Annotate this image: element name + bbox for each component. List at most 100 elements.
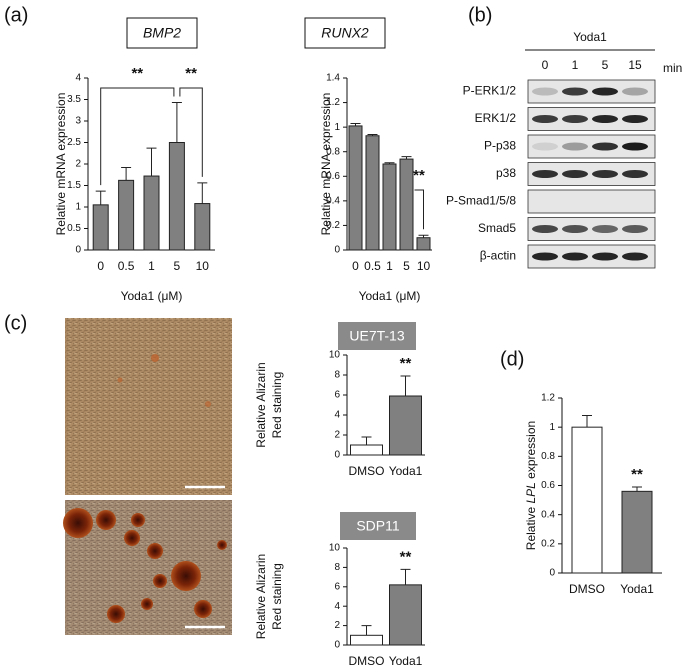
bar [92, 204, 109, 251]
y-tick-label: 0.6 [541, 480, 555, 491]
y-axis-label-part: Relative [524, 504, 538, 551]
chart-title: BMP2 [143, 25, 181, 41]
y-axis-label: Red staining [270, 372, 284, 439]
panel-label: (a) [4, 4, 28, 26]
chart-title: RUNX2 [321, 25, 369, 41]
bar [168, 142, 185, 251]
y-axis-label: Relative Alizarin [254, 554, 268, 639]
y-tick-label: 8 [334, 370, 340, 381]
blot-band [592, 115, 618, 123]
error-bar [367, 134, 378, 136]
chart-title-box [126, 17, 198, 49]
x-tick-label: 0.5 [118, 259, 135, 273]
y-tick-label: 0.4 [541, 509, 555, 520]
blot-row-label: ERK1/2 [475, 111, 517, 125]
blot-band [592, 252, 618, 261]
panel-label: (c) [4, 312, 27, 334]
error-bar [401, 156, 412, 160]
y-tick-label: 1 [334, 122, 340, 133]
chart-title-box [338, 322, 416, 350]
blot-band [592, 225, 618, 233]
significance-label: ** [413, 167, 425, 184]
y-tick-label: 0 [334, 640, 340, 651]
significance-bracket [414, 189, 424, 230]
y-tick-label: 2 [75, 159, 81, 170]
blot-band [622, 252, 648, 261]
error-bar [121, 166, 132, 181]
x-tick-label: 5 [403, 259, 410, 273]
y-axis-label: Relative Alizarin [254, 362, 268, 447]
y-tick-label: 1.5 [67, 180, 81, 191]
blot-row-label: P-Smad1/5/8 [446, 194, 516, 208]
significance-bracket [179, 87, 203, 177]
y-tick-label: 2 [334, 430, 340, 441]
blot-row-label: p38 [496, 166, 516, 180]
x-tick-label: DMSO [569, 582, 605, 596]
y-tick-label: 2.5 [67, 137, 81, 148]
y-tick-label: 2 [334, 620, 340, 631]
significance-label: ** [185, 65, 197, 82]
y-tick-label: 1 [549, 422, 555, 433]
blot-band [592, 87, 618, 96]
cell-image-bottom [63, 500, 232, 635]
y-axis-label: Red staining [270, 563, 284, 630]
x-axis-label: Yoda1 (μM) [121, 289, 183, 303]
y-tick-label: 6 [334, 581, 340, 592]
y-axis-label: Relative mRNA expression [319, 93, 333, 236]
panel-label: (d) [500, 348, 524, 370]
lane-label: 5 [602, 58, 609, 72]
bar [143, 175, 160, 251]
x-tick-label: Yoda1 [389, 654, 423, 668]
blot-row-label: β-actin [480, 249, 516, 263]
blot-band [622, 225, 648, 233]
blot-row-label: Smad5 [478, 221, 516, 235]
blot-band [532, 252, 558, 261]
blot-band [622, 87, 648, 96]
blot-strip [527, 162, 656, 186]
x-tick-label: 0 [97, 259, 104, 273]
bar [194, 203, 211, 251]
error-bar [146, 147, 157, 177]
y-tick-label: 0.5 [67, 223, 81, 234]
y-tick-label: 0 [75, 245, 81, 256]
cell-image-top [65, 318, 232, 495]
bar [571, 426, 603, 574]
blot-band [562, 142, 588, 151]
chart-title-box [340, 512, 416, 540]
bar [389, 395, 422, 456]
lane-label: 15 [628, 58, 642, 72]
chart-title: SDP11 [356, 518, 400, 534]
y-tick-label: 0 [334, 245, 340, 256]
significance-label: ** [131, 65, 143, 82]
y-tick-label: 1.2 [326, 97, 340, 108]
blot-unit: min [663, 61, 682, 75]
x-tick-label: 1 [386, 259, 393, 273]
error-bar [582, 415, 592, 428]
blot-strip [527, 107, 656, 131]
bar [399, 158, 414, 251]
error-bar [171, 102, 182, 143]
blot-band [562, 87, 588, 96]
y-tick-label: 6 [334, 390, 340, 401]
blot-band [592, 170, 618, 178]
blot-strip [527, 134, 656, 159]
bar [118, 179, 135, 251]
blot-row-label: P-p38 [484, 139, 516, 153]
error-bar [400, 375, 411, 396]
y-tick-label: 10 [329, 350, 341, 361]
error-bar [384, 162, 395, 164]
significance-label: ** [400, 548, 412, 565]
x-axis-label: Yoda1 (μM) [359, 289, 421, 303]
blot-treatment: Yoda1 [573, 30, 607, 44]
blot-band [532, 225, 558, 233]
bar [350, 634, 383, 646]
significance-bracket [100, 87, 175, 186]
bar [389, 584, 422, 646]
blot-row-label: P-ERK1/2 [463, 84, 517, 98]
error-bar [361, 625, 372, 636]
blot-band [562, 252, 588, 261]
error-bar [418, 234, 429, 238]
x-tick-label: Yoda1 [389, 464, 423, 478]
error-bar [632, 486, 642, 492]
bar [348, 125, 363, 251]
